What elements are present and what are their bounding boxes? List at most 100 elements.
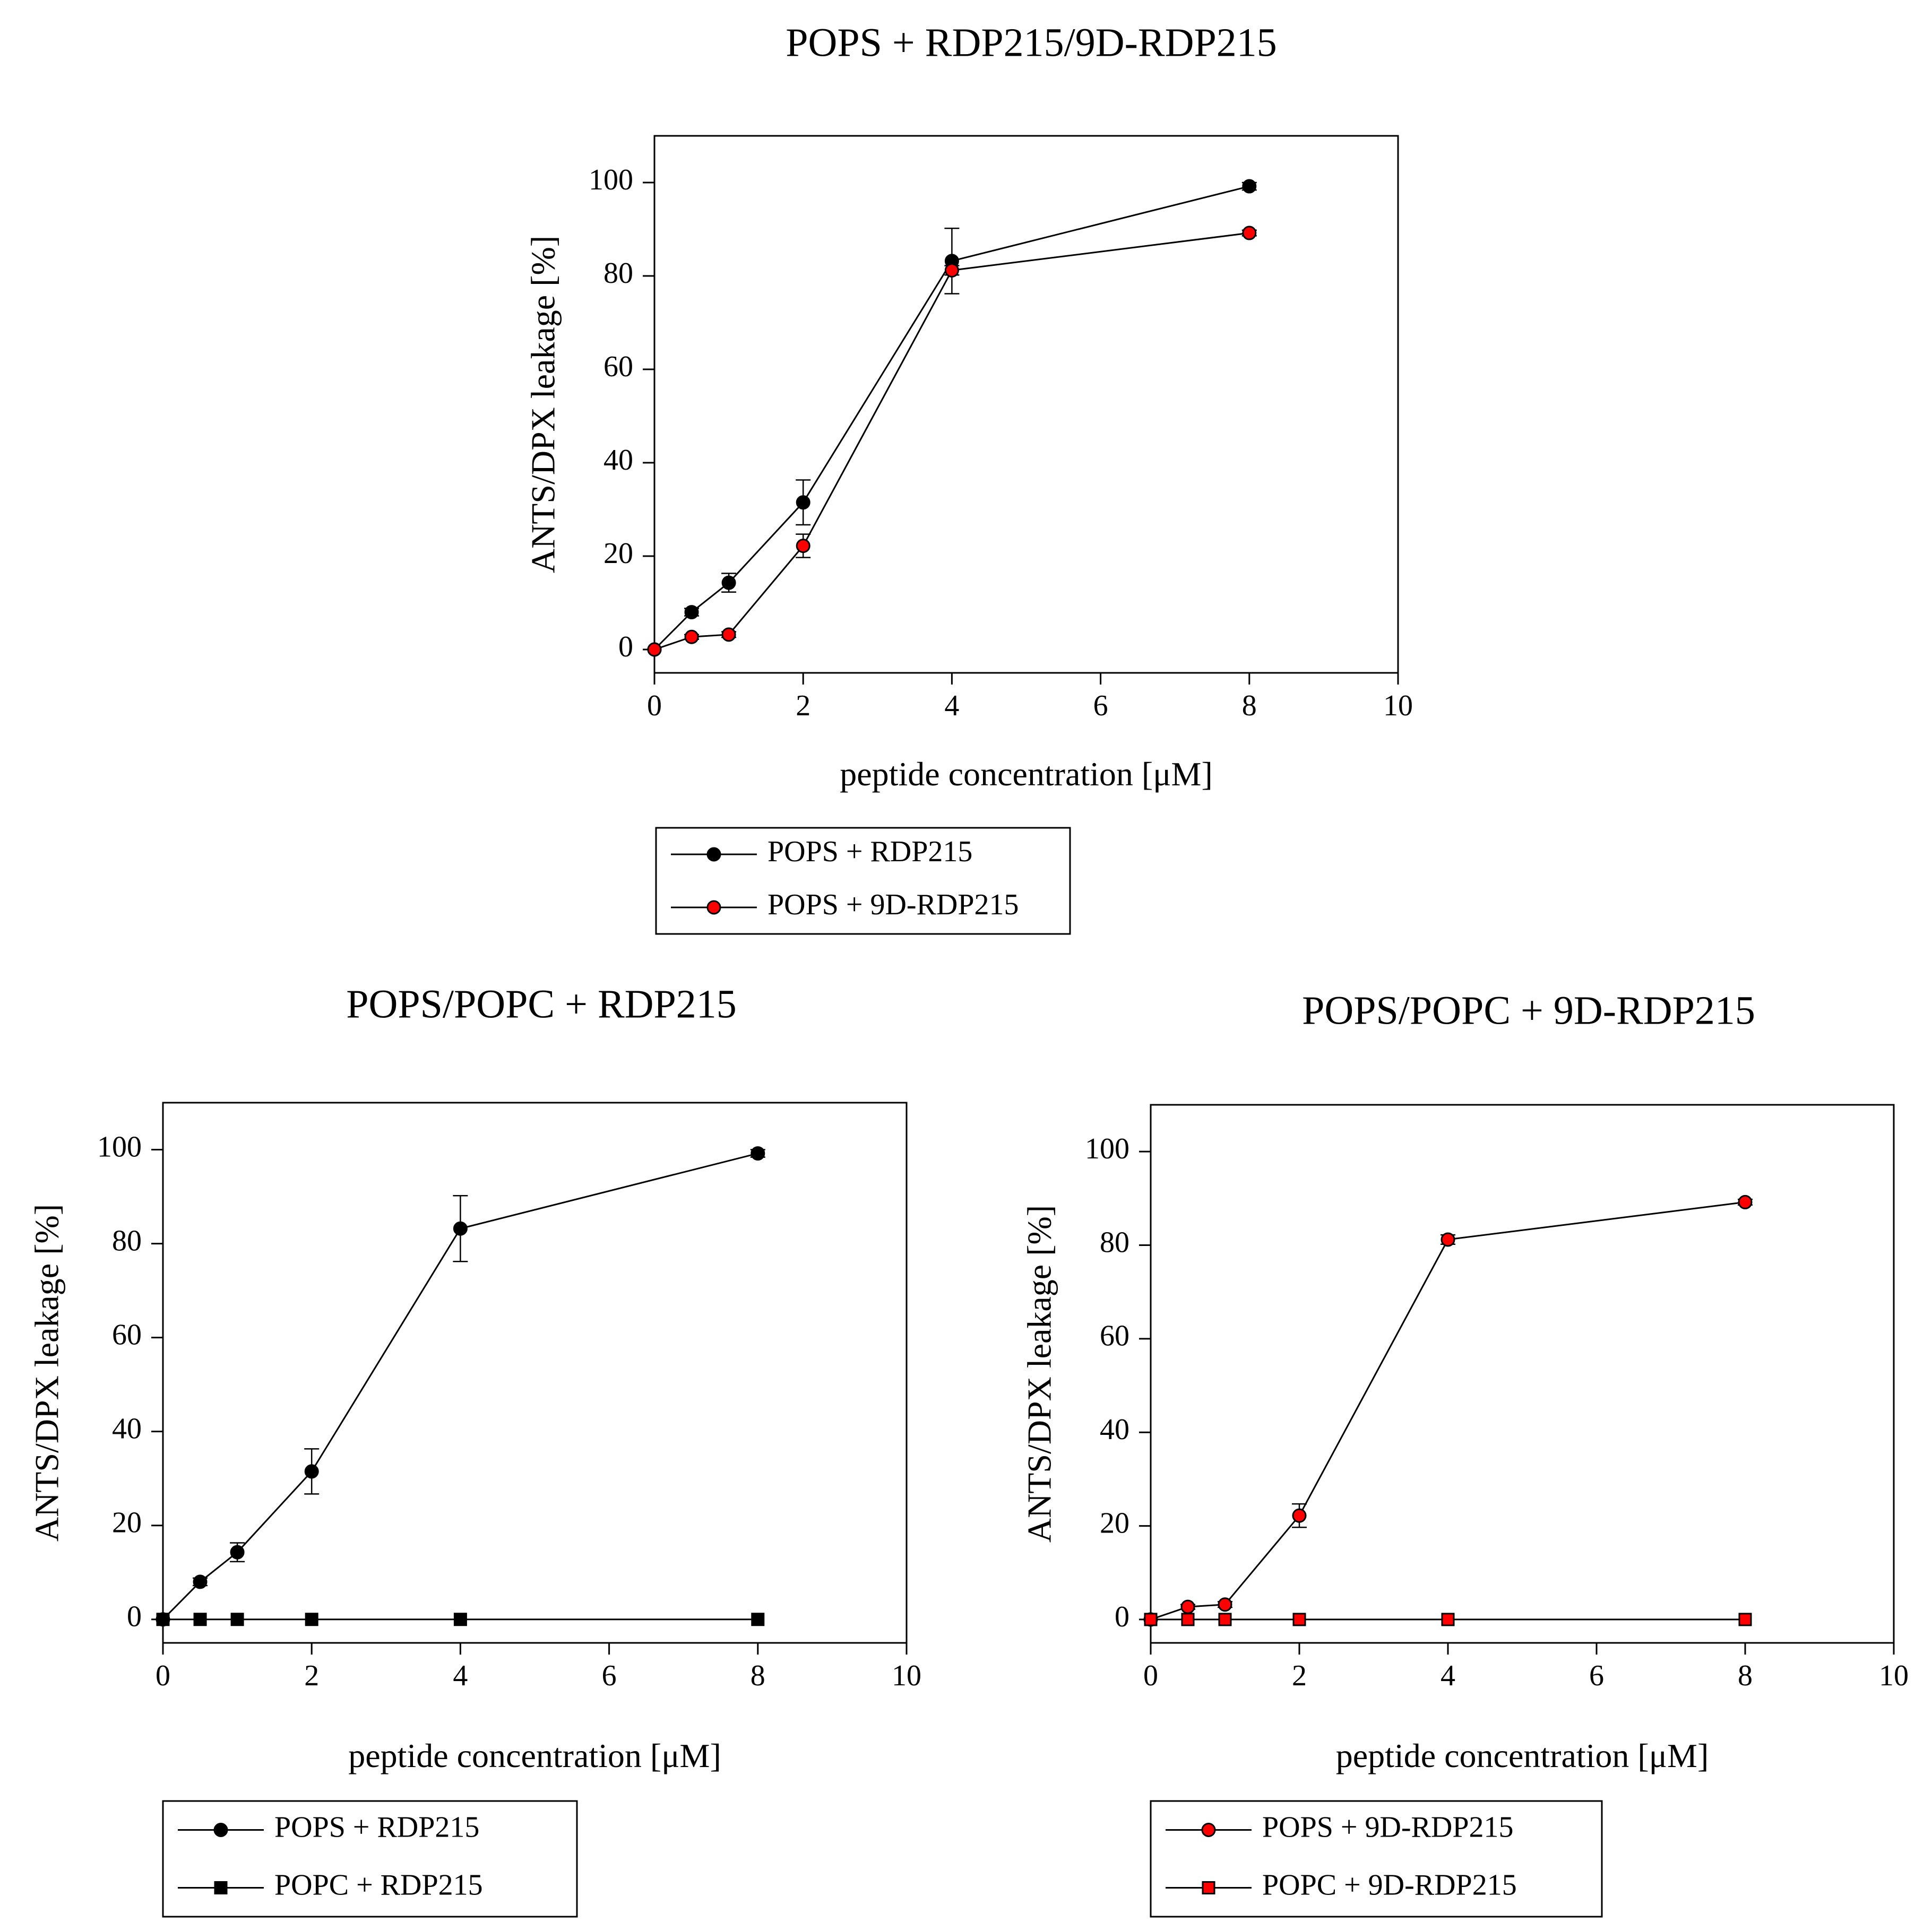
data-point (1738, 1613, 1752, 1626)
data-point (751, 1613, 765, 1626)
x-tick-label: 10 (892, 1659, 921, 1692)
chart-title: POPS + RDP215/9D-RDP215 (786, 20, 1277, 65)
legend-marker (706, 900, 721, 915)
data-point (156, 1613, 170, 1626)
data-point (751, 1146, 765, 1161)
series-1 (1144, 1613, 1752, 1626)
plot-frame (653, 135, 1399, 674)
chart-title: POPS/POPC + 9D-RDP215 (1302, 988, 1755, 1033)
y-axis-label: ANTS/DPX leakage [%] (28, 1204, 66, 1542)
legend-label: POPS + RDP215 (274, 1811, 479, 1843)
data-point (721, 627, 736, 642)
plot-frame (1150, 1104, 1895, 1644)
data-point (1144, 1613, 1158, 1626)
x-tick-label: 4 (453, 1659, 468, 1692)
x-tick-label: 4 (944, 689, 959, 722)
plot-frame (162, 1102, 908, 1644)
y-tick-label: 100 (97, 1130, 142, 1163)
x-tick-label: 10 (1383, 689, 1413, 722)
legend-label: POPS + 9D-RDP215 (1262, 1811, 1513, 1843)
data-point (304, 1464, 319, 1479)
data-point (1180, 1599, 1195, 1614)
y-tick-label: 40 (1100, 1413, 1129, 1446)
series-1 (156, 1613, 765, 1626)
legend-frame (162, 1800, 578, 1918)
data-point (193, 1613, 207, 1626)
data-point (230, 1613, 244, 1626)
data-point (1181, 1613, 1195, 1626)
x-tick-label: 0 (647, 689, 662, 722)
x-tick-label: 8 (1738, 1659, 1753, 1692)
legend-frame (655, 827, 1071, 935)
legend-frame (1150, 1800, 1603, 1918)
y-tick-label: 20 (603, 537, 633, 570)
legend-label: POPS + RDP215 (767, 835, 972, 868)
data-point (1441, 1232, 1455, 1247)
legend: POPS + RDP215 POPC + RDP215 (162, 1800, 578, 1918)
data-point (647, 642, 662, 657)
y-axis-label: ANTS/DPX leakage [%] (1021, 1205, 1058, 1543)
legend: POPS + RDP215 POPS + 9D-RDP215 (655, 827, 1071, 935)
legend-marker (214, 1881, 228, 1894)
legend: POPS + 9D-RDP215 POPC + 9D-RDP215 (1150, 1800, 1603, 1918)
x-tick-label: 6 (602, 1659, 617, 1692)
data-point (453, 1221, 468, 1236)
y-tick-label: 60 (603, 350, 633, 383)
x-tick-label: 8 (1242, 689, 1257, 722)
x-tick-label: 2 (304, 1659, 319, 1692)
x-tick-label: 10 (1879, 1659, 1909, 1692)
data-point (305, 1613, 318, 1626)
data-point (1242, 179, 1257, 194)
chart-title: POPS/POPC + RDP215 (346, 982, 737, 1026)
legend-marker (706, 847, 721, 862)
y-tick-label: 60 (112, 1318, 142, 1351)
data-point (684, 629, 699, 644)
data-point (1292, 1613, 1306, 1626)
data-point (944, 263, 959, 278)
data-point (1738, 1194, 1753, 1209)
series-line (653, 185, 1250, 651)
legend-marker (1202, 1881, 1215, 1894)
y-tick-label: 80 (112, 1224, 142, 1257)
legend-label: POPC + RDP215 (274, 1868, 483, 1901)
legend-marker (213, 1823, 228, 1837)
y-tick-label: 60 (1100, 1320, 1129, 1353)
series-line (162, 1153, 758, 1620)
y-tick-label: 0 (127, 1600, 142, 1633)
legend-label: POPS + 9D-RDP215 (767, 888, 1019, 921)
y-tick-label: 20 (112, 1507, 142, 1539)
y-tick-label: 0 (1115, 1600, 1129, 1633)
series-1 (647, 226, 1257, 657)
data-point (1441, 1613, 1455, 1626)
legend-marker (1201, 1823, 1216, 1837)
x-tick-label: 2 (796, 689, 810, 722)
x-tick-label: 8 (751, 1659, 765, 1692)
data-point (453, 1613, 467, 1626)
y-tick-label: 80 (603, 257, 633, 290)
data-point (1242, 226, 1257, 240)
data-point (1218, 1613, 1232, 1626)
data-point (796, 539, 810, 553)
y-tick-label: 40 (112, 1412, 142, 1445)
x-tick-label: 6 (1093, 689, 1108, 722)
x-tick-label: 0 (156, 1659, 170, 1692)
data-point (193, 1574, 208, 1589)
data-point (1218, 1597, 1232, 1612)
x-tick-label: 4 (1441, 1659, 1455, 1692)
x-axis-label: peptide concentration [μM] (840, 755, 1213, 793)
legend-label: POPC + 9D-RDP215 (1262, 1868, 1517, 1901)
y-axis-label: ANTS/DPX leakage [%] (524, 236, 562, 573)
x-axis-label: peptide concentration [μM] (1336, 1737, 1709, 1774)
chart-panel-top: POPS + RDP215/9D-RDP215 0 2 4 6 8 100 20 40 60 80 1… (524, 20, 1413, 935)
x-axis-label: peptide concentration [μM] (348, 1737, 721, 1774)
y-tick-label: 40 (603, 444, 633, 477)
data-point (721, 575, 736, 590)
data-point (796, 495, 810, 510)
y-tick-label: 100 (589, 163, 633, 196)
y-tick-label: 20 (1100, 1507, 1129, 1539)
data-point (1292, 1508, 1307, 1523)
